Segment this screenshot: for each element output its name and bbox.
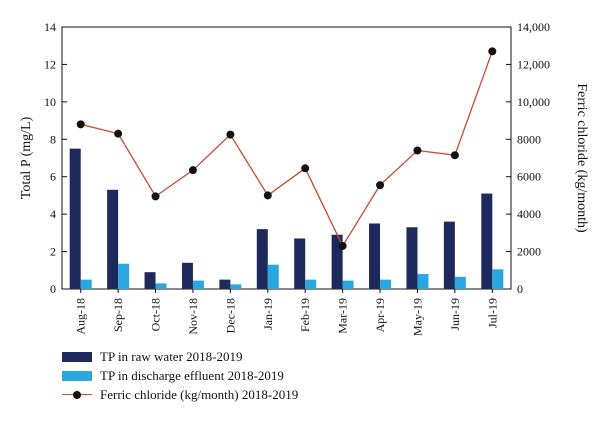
y-left-tick-label: 4 [50,207,56,221]
x-tick-label: May-19 [410,298,424,336]
y-right-tick-label: 8000 [517,132,541,146]
y-axis-right-label: Ferric chloride (kg/month) [574,83,589,233]
y-right-tick-label: 6000 [517,170,541,184]
legend-label-effluent: TP in discharge effluent 2018-2019 [100,367,284,383]
legend-item-ferric: Ferric chloride (kg/month) 2018-2019 [62,385,298,404]
ferric-chloride-line [80,51,493,248]
bar-raw-water [331,234,343,289]
x-tick-label: Jun-19 [448,298,462,331]
legend-item-raw: TP in raw water 2018-2019 [62,347,298,366]
y-left-tick-label: 10 [44,95,56,109]
bar-raw-water [481,193,493,289]
ferric-chloride-point [376,181,385,190]
legend-label-ferric: Ferric chloride (kg/month) 2018-2019 [100,386,299,402]
bar-discharge-effluent [342,280,354,289]
bar-discharge-effluent [192,280,204,289]
chart: 0 2 4 6 8 10 12 14 0 2000 4000 6000 8000 10,000 12,00… [19,20,589,336]
y-right-tick-label: 10,000 [517,95,550,109]
x-tick-label: Feb-19 [298,298,312,332]
x-tick-label: Aug-18 [74,298,88,335]
y-left-tick-label: 12 [44,57,56,71]
bar-raw-water [294,238,306,289]
legend-label-raw: TP in raw water 2018-2019 [100,348,243,364]
legend-item-effluent: TP in discharge effluent 2018-2019 [62,366,298,385]
x-tick-label: Dec-18 [223,298,237,333]
ferric-chloride-point [488,47,497,56]
ferric-chloride-point [226,130,235,139]
x-tick-label: Apr-19 [373,298,387,332]
y-right-tick-label: 0 [517,282,523,296]
legend-swatch-ferric [62,390,92,400]
y-right-tick-label: 14,000 [517,20,550,34]
ferric-chloride-point [301,164,310,173]
y-left-tick-label: 8 [50,132,56,146]
bar-raw-water [256,229,268,289]
bar-raw-water [219,279,231,289]
bar-discharge-effluent [267,264,279,289]
x-tick-label: Nov-18 [186,298,200,335]
y-left-tick-label: 6 [50,170,56,184]
bar-discharge-effluent [492,269,504,289]
x-tick-label: Jul-19 [485,298,499,328]
y-left-tick-label: 0 [50,282,56,296]
legend: TP in raw water 2018-2019 TP in discharg… [62,347,298,404]
bar-discharge-effluent [454,276,466,289]
ferric-chloride-point [263,191,272,200]
bar-discharge-effluent [80,279,92,289]
bar-raw-water [443,221,455,289]
x-tick-label: Mar-19 [336,298,350,334]
y-right-tick-label: 2000 [517,245,541,259]
bar-discharge-effluent [230,284,242,289]
bar-raw-water [406,227,418,289]
x-tick-label: Jan-19 [261,298,275,330]
ferric-chloride-point [114,129,123,138]
ferric-chloride-point [413,146,422,155]
legend-swatch-effluent [62,370,92,381]
y-left-tick-label: 2 [50,245,56,259]
bar-raw-water [69,148,81,289]
bar-discharge-effluent [380,279,392,289]
ferric-chloride-point [188,166,197,175]
y-right-tick-label: 4000 [517,207,541,221]
bar-discharge-effluent [305,279,317,289]
bar-discharge-effluent [417,274,429,289]
ferric-chloride-point [76,120,85,129]
bar-discharge-effluent [118,263,130,289]
bar-discharge-effluent [155,283,167,289]
x-tick-label: Oct-18 [149,298,163,331]
ferric-chloride-point [338,241,347,250]
ferric-chloride-point [450,151,459,160]
y-left-tick-label: 14 [44,20,56,34]
ferric-chloride-point [151,192,160,201]
bar-raw-water [144,272,156,289]
bar-raw-water [107,189,119,289]
legend-swatch-raw [62,351,92,362]
y-right-tick-label: 12,000 [517,57,550,71]
y-axis-left-label: Total P (mg/L) [19,116,34,199]
bar-raw-water [369,223,381,289]
bar-raw-water [181,262,193,289]
x-tick-label: Sep-18 [111,298,125,332]
plot-area-frame [61,26,512,290]
